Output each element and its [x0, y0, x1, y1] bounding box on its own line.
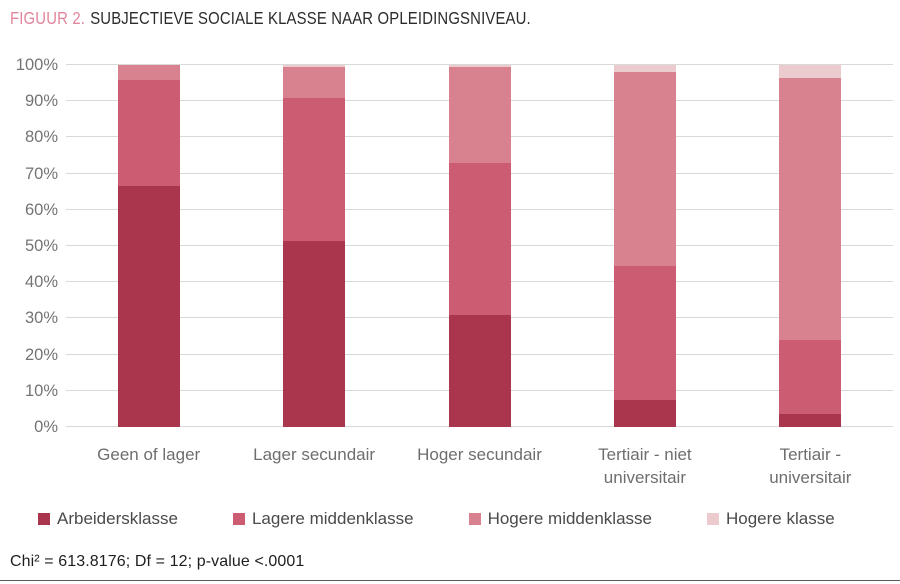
bar-segment-lagere-middenklasse [283, 97, 346, 241]
y-axis-tick-label: 100% [15, 56, 58, 74]
category-label: Lager secundair [253, 445, 376, 464]
stacked-bar-5 [779, 65, 842, 427]
figure-title-text: SUBJECTIEVE SOCIALE KLASSE NAAR OPLEIDIN… [90, 8, 531, 28]
y-axis-tick-label: 40% [24, 273, 58, 292]
bar-segment-hogere-middenklasse [613, 72, 676, 266]
y-axis-tick-label: 20% [24, 345, 58, 364]
category-label: Tertiair - niet universitair [598, 445, 692, 488]
bar-segment-arbeidersklasse [448, 314, 511, 427]
y-axis-tick-label: 50% [24, 237, 58, 255]
bar-segment-arbeidersklasse [779, 414, 842, 427]
legend-swatch-icon [706, 513, 719, 525]
y-axis-tick-label: 80% [24, 128, 58, 147]
y-axis-tick-label: 60% [24, 200, 58, 219]
y-axis-tick-label: 70% [24, 164, 58, 183]
bar-segment-lagere-middenklasse [779, 340, 842, 415]
bar-segment-arbeidersklasse [283, 240, 346, 427]
bar-segment-hogere-klasse [779, 65, 842, 78]
stacked-bar-4 [613, 65, 676, 427]
y-axis-tick-label: 0% [34, 418, 58, 436]
stacked-bar-1 [117, 65, 180, 427]
y-axis-tick-label: 90% [24, 92, 58, 111]
legend-label: Hogere klasse [725, 509, 835, 528]
stacked-bar-2 [283, 65, 346, 427]
legend-item: Lagere middenklasse [232, 509, 414, 529]
gridline-100% [66, 64, 893, 65]
bottom-divider [0, 580, 900, 581]
y-axis-tick-label: 10% [24, 381, 58, 400]
legend-swatch-icon [232, 513, 245, 525]
category-label: Geen of lager [97, 445, 201, 464]
stacked-bar-3 [448, 65, 511, 427]
category-label: Tertiair - universitair [769, 445, 852, 488]
bar-segment-lagere-middenklasse [613, 265, 676, 400]
y-axis-tick-label: 30% [24, 309, 58, 328]
category-label: Hoger secundair [417, 445, 542, 464]
legend-label: Hogere middenklasse [487, 509, 652, 528]
bar-segment-hogere-klasse [613, 65, 676, 73]
legend-item: Hogere middenklasse [468, 509, 652, 529]
figure-number: FIGUUR 2. [10, 8, 86, 28]
bar-segment-hogere-klasse [448, 65, 511, 67]
legend-swatch-icon [38, 513, 50, 525]
bar-segment-arbeidersklasse [117, 186, 180, 427]
plot-area: 0% 10% 20% 30% 40% 50% 60% 70% 80% 90% 100% [16, 56, 893, 436]
figure-title: FIGUUR 2. SUBJECTIEVE SOCIALE KLASSE NAAR… [10, 8, 531, 29]
bar-segment-hogere-middenklasse [448, 66, 511, 163]
legend-item: Hogere klasse [706, 509, 835, 529]
bar-segment-hogere-middenklasse [117, 65, 180, 80]
bar-segment-lagere-middenklasse [117, 79, 180, 187]
bar-segment-hogere-middenklasse [283, 66, 346, 98]
bar-segment-hogere-middenklasse [779, 77, 842, 341]
legend-swatch-icon [468, 513, 481, 525]
chi-square-note: Chi² = 613.8176; Df = 12; p-value <.0001 [10, 553, 305, 570]
bar-segment-hogere-klasse [283, 65, 346, 67]
legend-label: Arbeidersklasse [57, 509, 178, 528]
legend-item: Arbeidersklasse [38, 509, 178, 529]
legend-label: Lagere middenklasse [251, 509, 414, 528]
chart-legend: Arbeidersklasse Lagere middenklasse Hogere… [38, 509, 835, 529]
bar-segment-arbeidersklasse [613, 399, 676, 427]
bar-segment-lagere-middenklasse [448, 162, 511, 315]
